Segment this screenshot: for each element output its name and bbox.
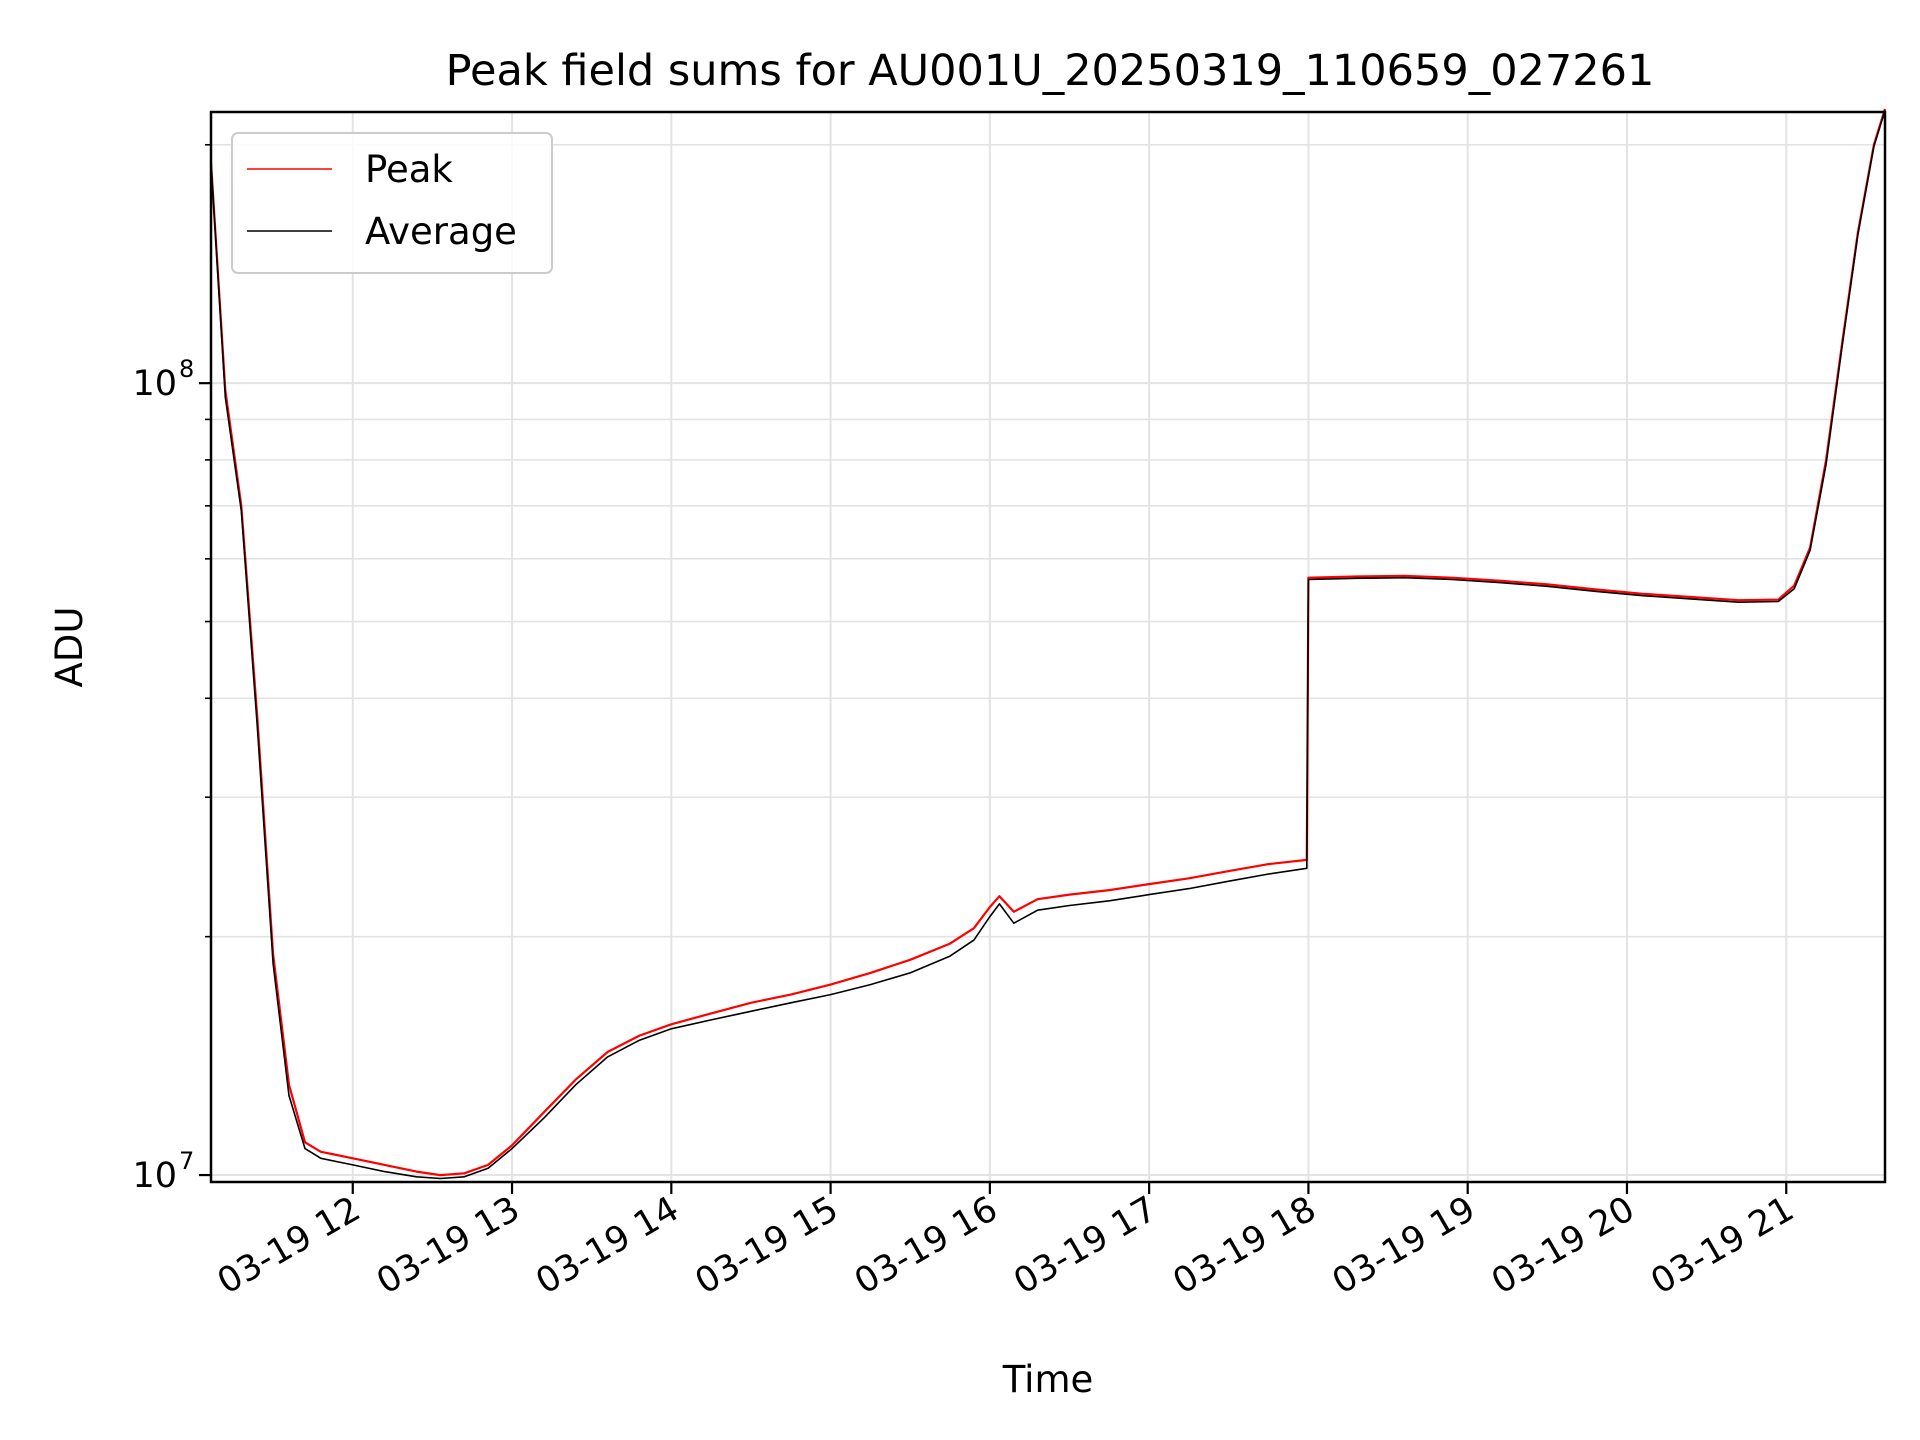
plot-frame (209, 110, 1887, 1184)
series-line-average (210, 110, 1886, 1180)
y-tick-label: 10 (132, 1156, 177, 1196)
series-line-peak (209, 108, 1887, 1177)
legend-label-average: Average (365, 210, 517, 253)
y-tick-exponent: 8 (179, 355, 194, 383)
y-tick-exponent: 7 (179, 1147, 194, 1175)
x-axis-label: Time (1002, 1358, 1094, 1401)
plot-lines (209, 108, 1887, 1180)
y-axis-label: ADU (48, 607, 91, 688)
legend-box (231, 132, 553, 274)
grid (211, 112, 1885, 1182)
chart-title: Peak field sums for AU001U_20250319_1106… (446, 46, 1655, 96)
legend: Peak Average (231, 132, 553, 274)
y-tick-label: 10 (132, 364, 177, 404)
legend-label-peak: Peak (365, 148, 453, 191)
